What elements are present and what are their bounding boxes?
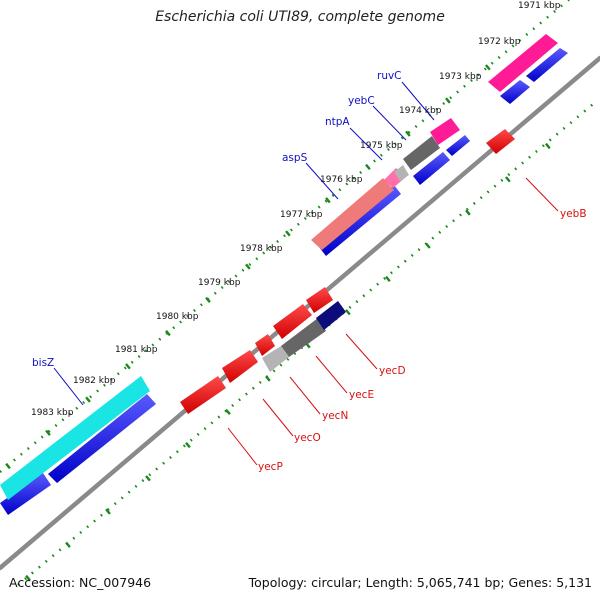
gene-label-yecE[interactable]: yecE xyxy=(349,389,374,401)
inner-major-tick-10 xyxy=(425,242,431,249)
tick-dot-lines xyxy=(0,0,599,586)
accession-text: Accession: NC_007946 xyxy=(9,575,152,590)
gene-label-yecN[interactable]: yecN xyxy=(322,410,348,422)
tick-label-1974: 1974 kbp xyxy=(399,106,442,116)
feature-grey-2[interactable] xyxy=(281,318,326,357)
tick-label-1980: 1980 kbp xyxy=(156,312,199,322)
outer-major-tick-4 xyxy=(165,330,171,337)
gene-label-yebC[interactable]: yebC xyxy=(348,95,375,107)
outer-major-tick-8 xyxy=(325,197,331,204)
gene-label-yecO[interactable]: yecO xyxy=(294,432,321,444)
gene-forward-4[interactable] xyxy=(413,152,450,185)
genome-summary-text: Topology: circular; Length: 5,065,741 bp… xyxy=(248,575,592,590)
leader-ruvC xyxy=(401,81,435,121)
gene-label-yebB[interactable]: yebB xyxy=(560,208,587,220)
gene-forward-1[interactable] xyxy=(500,80,530,104)
tick-label-1979: 1979 kbp xyxy=(198,278,241,288)
gene-reverse-yecP[interactable] xyxy=(180,376,226,414)
gene-forward-2[interactable] xyxy=(526,48,568,82)
tick-label-1977: 1977 kbp xyxy=(280,210,323,220)
feature-tracks xyxy=(0,34,568,515)
leader-yebC xyxy=(372,105,407,141)
inner-major-tick-2 xyxy=(105,508,111,515)
inner-major-tick-12 xyxy=(504,176,511,183)
tick-label-1972: 1972 kbp xyxy=(478,37,521,47)
gene-label-ntpA[interactable]: ntpA xyxy=(325,116,350,128)
gene-reverse-yecE[interactable] xyxy=(273,304,312,339)
tick-label-1975: 1975 kbp xyxy=(360,141,403,151)
inner-major-tick-6 xyxy=(265,375,271,382)
inner-major-tick-11 xyxy=(465,209,471,216)
leader-yecN xyxy=(289,376,321,415)
leader-yecE xyxy=(315,355,348,394)
inner-major-tick-3 xyxy=(145,475,151,482)
feature-navy[interactable] xyxy=(316,301,346,330)
feature-cyan[interactable] xyxy=(0,376,150,500)
outer-major-tick-2 xyxy=(85,396,91,403)
leader-yecP xyxy=(227,427,258,466)
leader-yecD xyxy=(345,333,378,370)
feature-lightgrey-2[interactable] xyxy=(394,165,409,181)
outer-major-tick-1 xyxy=(45,429,51,436)
gene-forward-3[interactable] xyxy=(446,135,470,156)
gene-forward-6[interactable] xyxy=(48,394,156,483)
gene-label-yecP[interactable]: yecP xyxy=(258,461,283,473)
inner-major-tick-9 xyxy=(385,275,391,283)
gene-reverse-yebB[interactable] xyxy=(486,129,515,154)
inner-major-tick-8 xyxy=(345,309,351,316)
feature-grey-1[interactable] xyxy=(403,136,440,170)
leader-ntpA xyxy=(349,127,383,161)
gene-reverse-yecN[interactable] xyxy=(255,334,275,356)
outer-major-tick-9 xyxy=(365,163,371,171)
inner-major-tick-13 xyxy=(544,142,551,150)
tick-label-1981: 1981 kbp xyxy=(115,345,158,355)
feature-pink-2[interactable] xyxy=(430,118,460,145)
gene-forward-5[interactable] xyxy=(319,185,401,256)
gene-reverse-yecO[interactable] xyxy=(222,350,258,383)
inner-major-tick-5 xyxy=(225,408,231,415)
genome-title: Escherichia coli UTI89, complete genome xyxy=(155,9,445,25)
inner-major-tick-4 xyxy=(185,442,191,449)
gene-labels: ruvC yebC ntpA aspS bisZ yebB yecD yecE … xyxy=(32,70,587,473)
gene-label-bisZ[interactable]: bisZ xyxy=(32,357,54,369)
outer-major-tick-7 xyxy=(285,230,291,237)
gene-label-leaders xyxy=(53,81,559,466)
tick-label-1973: 1973 kbp xyxy=(439,72,482,82)
leader-yebB xyxy=(525,177,559,212)
leader-yecO xyxy=(262,398,294,437)
tick-label-1978: 1978 kbp xyxy=(240,244,283,254)
tick-label-1982: 1982 kbp xyxy=(73,376,116,386)
outer-major-tick-5 xyxy=(205,296,211,303)
outer-major-tick-3 xyxy=(125,363,131,370)
outer-major-tick-11 xyxy=(445,97,451,104)
tick-labels: 1971 kbp 1972 kbp 1973 kbp 1974 kbp 1975… xyxy=(31,1,561,418)
leader-bisZ xyxy=(53,367,84,406)
inner-major-tick-1 xyxy=(65,541,71,548)
tick-label-1983: 1983 kbp xyxy=(31,408,74,418)
feature-lightgrey-1[interactable] xyxy=(262,346,289,372)
inner-major-tick-0 xyxy=(25,574,31,582)
tick-label-1976: 1976 kbp xyxy=(320,175,363,185)
feature-pink-1[interactable] xyxy=(488,34,558,92)
gene-label-ruvC[interactable]: ruvC xyxy=(377,70,402,82)
leader-aspS xyxy=(305,162,339,200)
gene-forward-7[interactable] xyxy=(0,473,51,515)
outer-major-tick-10 xyxy=(405,130,411,137)
outer-major-tick-6 xyxy=(245,263,251,270)
feature-salmon[interactable] xyxy=(311,178,394,250)
gene-label-aspS[interactable]: aspS xyxy=(282,152,308,164)
gene-reverse-yecD[interactable] xyxy=(306,287,333,313)
outer-major-tick-0 xyxy=(5,462,11,470)
outer-major-tick-12 xyxy=(484,64,491,71)
gene-label-yecD[interactable]: yecD xyxy=(379,365,406,377)
tick-label-1971: 1971 kbp xyxy=(518,1,561,11)
